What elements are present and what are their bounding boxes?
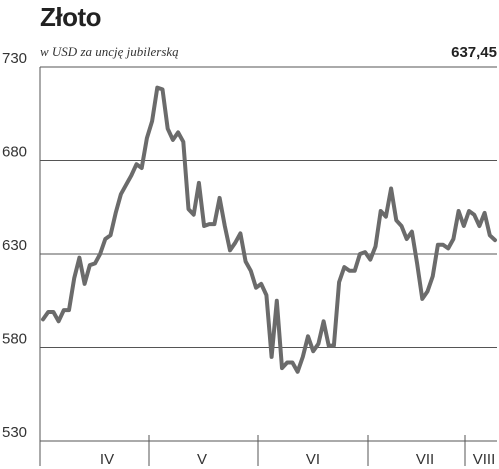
last-value-label: 637,45 xyxy=(451,44,497,61)
price-series-line xyxy=(41,85,497,374)
y-tick-label: 580 xyxy=(2,331,27,348)
chart-title: Złoto xyxy=(40,2,102,32)
y-tick-label: 680 xyxy=(2,144,27,161)
month-label: VIII xyxy=(473,451,496,468)
y-tick-label: 630 xyxy=(2,237,27,254)
month-label: V xyxy=(197,451,207,468)
month-label: VII xyxy=(416,451,434,468)
month-label: IV xyxy=(100,451,114,468)
y-tick-label: 530 xyxy=(2,424,27,441)
month-label: VI xyxy=(306,451,320,468)
chart-subtitle: w USD za uncję jubilerską xyxy=(40,44,179,59)
y-tick-label: 730 xyxy=(2,50,27,67)
